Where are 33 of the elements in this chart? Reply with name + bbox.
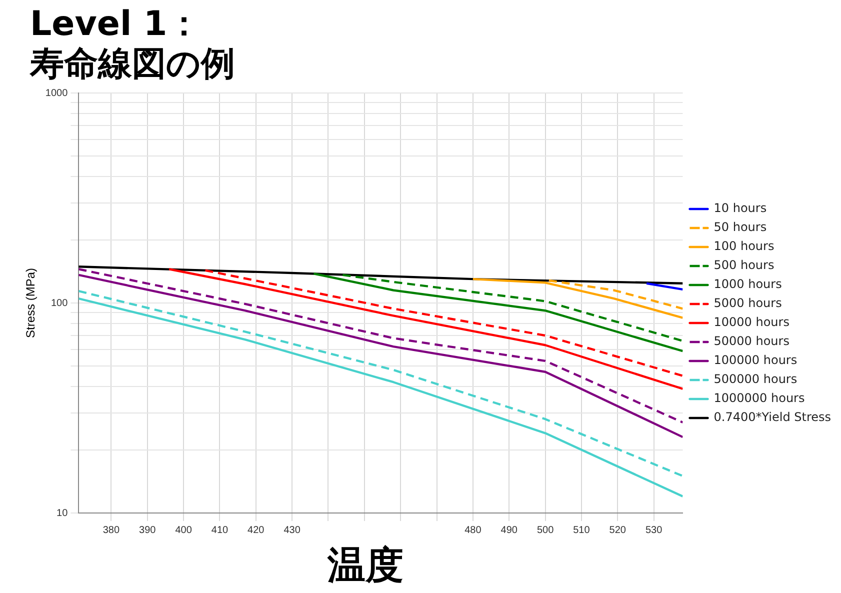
x-tick-label: 510: [573, 524, 590, 536]
legend-label: 1000 hours: [714, 277, 782, 292]
x-tick-label: 490: [500, 524, 518, 536]
legend-label: 1000000 hours: [714, 391, 805, 406]
x-tick-label: 500: [536, 524, 554, 536]
legend-label: 50000 hours: [714, 334, 790, 348]
legend-label: 500 hours: [714, 258, 774, 272]
y-tick-label: 1000: [45, 88, 68, 99]
chart-subtitle: 寿命線図の例: [30, 44, 235, 84]
legend-label: 10000 hours: [714, 315, 790, 330]
x-tick-label: 380: [102, 524, 120, 536]
legend-label: 100000 hours: [714, 353, 798, 368]
legend-label: 500000 hours: [714, 372, 798, 386]
x-tick-label: 520: [609, 524, 626, 536]
x-axis-title: 温度: [326, 542, 404, 589]
y-tick-label: 10: [56, 508, 68, 519]
x-tick-label: 480: [464, 524, 482, 536]
x-tick-label: 420: [248, 524, 265, 536]
x-tick-label: 390: [139, 524, 156, 536]
x-tick-label: 410: [211, 524, 229, 536]
legend-label: 10 hours: [714, 201, 767, 216]
legend-label: 0.7400*Yield Stress: [714, 410, 832, 424]
line-series: [204, 269, 683, 377]
x-tick-label: 430: [284, 524, 301, 536]
x-tick-label: 400: [175, 524, 192, 536]
y-tick-label: 100: [50, 298, 68, 309]
chart-title: Level 1：: [30, 4, 202, 44]
legend-label: 100 hours: [714, 239, 774, 254]
legend-label: 5000 hours: [714, 296, 782, 310]
y-axis-title: Stress (MPa): [24, 268, 38, 338]
legend-label: 50 hours: [714, 220, 767, 234]
line-series: [342, 274, 683, 342]
x-tick-label: 530: [645, 524, 663, 536]
